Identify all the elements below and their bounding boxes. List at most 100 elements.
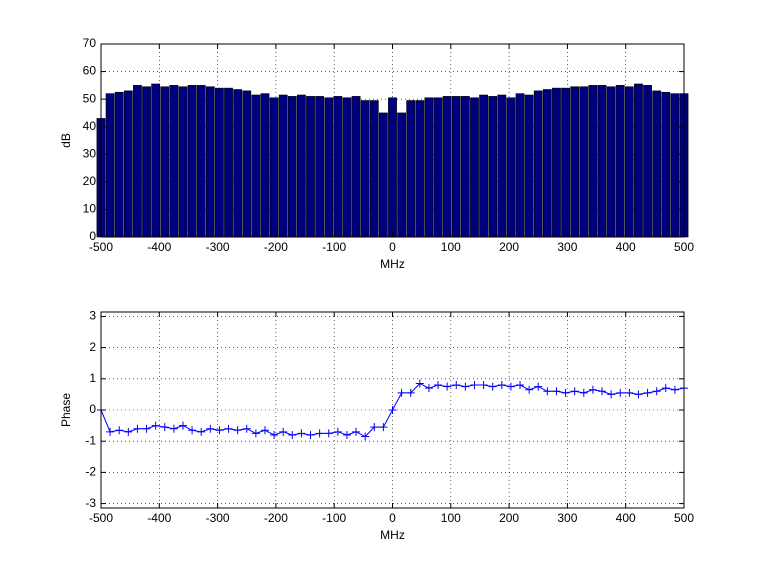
marker (388, 406, 397, 414)
bar (160, 86, 170, 238)
y-axis-label: dB (59, 133, 73, 148)
x-tick-label: -200 (264, 240, 288, 254)
bar (224, 87, 233, 238)
marker (670, 385, 679, 394)
x-tick-label: -300 (206, 240, 230, 254)
marker (598, 387, 607, 396)
bar (433, 97, 443, 238)
y-tick-label: 0 (89, 402, 96, 416)
marker (525, 385, 534, 394)
y-tick-label: -1 (85, 433, 96, 447)
bar (215, 87, 224, 238)
x-tick-label: 100 (441, 240, 461, 254)
x-axis-label: MHz (380, 528, 405, 542)
marker (215, 426, 224, 435)
subplot: -500 -400 -300 -200 -100 0 100 200 300 400 500 0 10 2… (59, 36, 694, 271)
marker (124, 427, 133, 436)
subplot: -500 -400 -300 -200 -100 0 100 200 300 400 500 -3 -2… (59, 309, 694, 543)
bar (351, 96, 361, 238)
bar (670, 93, 680, 238)
marker (169, 424, 178, 433)
bar (315, 96, 325, 238)
bar (269, 97, 279, 238)
bar (606, 86, 616, 238)
marker (342, 430, 351, 439)
bar (588, 85, 598, 238)
marker (643, 388, 652, 397)
marker (361, 432, 370, 441)
marker (579, 388, 588, 397)
marker (434, 381, 443, 390)
marker (452, 381, 461, 390)
marker (607, 390, 616, 399)
bar (624, 86, 634, 238)
bar (497, 94, 507, 238)
marker (315, 429, 324, 438)
marker (260, 426, 269, 435)
bar (233, 89, 243, 238)
x-tick-label: 300 (557, 240, 577, 254)
marker (251, 429, 260, 438)
marker (188, 426, 197, 435)
bar (196, 85, 206, 238)
bar (169, 85, 179, 238)
bar (470, 97, 479, 238)
bar (460, 96, 470, 238)
bar (251, 94, 261, 238)
bar (342, 97, 352, 238)
marker (479, 381, 488, 390)
bar (424, 97, 434, 238)
bar (643, 85, 652, 238)
y-tick-label: -2 (85, 465, 96, 479)
bar (324, 97, 334, 238)
bar (151, 83, 161, 238)
bar (542, 89, 552, 238)
bar (333, 96, 343, 238)
bar (114, 91, 124, 238)
marker (379, 423, 388, 432)
bar (415, 100, 425, 238)
bar (479, 94, 488, 238)
x-tick-label: -200 (264, 511, 288, 525)
bar (552, 87, 561, 238)
x-tick-label: 400 (616, 240, 636, 254)
bar (533, 90, 543, 238)
bar (570, 86, 580, 238)
y-tick-label: 40 (83, 119, 97, 133)
marker (506, 382, 515, 391)
bar (634, 83, 643, 238)
y-tick-label: 3 (89, 309, 96, 323)
marker (197, 427, 206, 436)
bar (287, 96, 297, 238)
marker (133, 424, 142, 433)
bar (661, 91, 671, 238)
x-tick-label: -300 (206, 511, 230, 525)
bar (242, 90, 252, 238)
marker (142, 424, 151, 433)
x-tick-label: 0 (389, 240, 396, 254)
y-tick-label: -3 (85, 496, 96, 510)
x-tick-label: 0 (389, 511, 396, 525)
marker (443, 382, 452, 391)
marker (625, 388, 634, 397)
x-tick-label: 400 (616, 511, 636, 525)
marker (552, 387, 561, 396)
marker (415, 379, 424, 388)
marker (570, 387, 579, 396)
x-tick-label: 300 (557, 511, 577, 525)
bar (178, 86, 188, 238)
marker (333, 427, 342, 436)
marker (370, 423, 379, 432)
bar (515, 93, 525, 238)
x-tick-label: -100 (322, 240, 346, 254)
y-tick-label: 0 (89, 229, 96, 243)
x-tick-label: -400 (147, 511, 171, 525)
marker (634, 390, 643, 399)
bar (579, 86, 589, 238)
y-tick-label: 20 (83, 174, 97, 188)
bar (360, 100, 370, 238)
marker (588, 385, 597, 394)
bar (442, 96, 452, 238)
bar (142, 86, 151, 238)
